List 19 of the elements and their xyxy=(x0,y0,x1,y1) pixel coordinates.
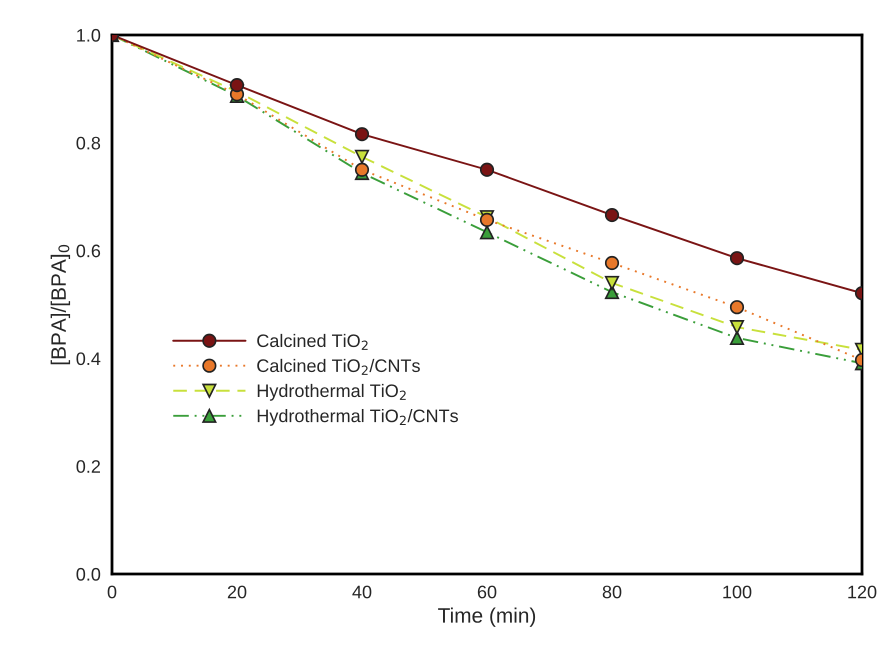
y-tick-label: 0.6 xyxy=(76,244,100,258)
x-tick-label: 40 xyxy=(352,586,372,598)
x-tick-label: 80 xyxy=(602,586,622,598)
y-tick-label: 0.2 xyxy=(76,460,100,473)
x-tick-label: 60 xyxy=(478,586,496,598)
x-tick-label: 100 xyxy=(723,586,752,598)
x-tick-label: 20 xyxy=(228,586,246,598)
y-tick-label: 0.4 xyxy=(76,352,100,366)
x-axis-title: Time (min) xyxy=(438,608,536,627)
y-tick-label: 1.0 xyxy=(77,28,100,42)
legend-label: Hydrothermal TiO$_{2}$/CNTs xyxy=(258,408,458,426)
y-axis-title: [BPA]/[BPA]$_{0}$ xyxy=(50,244,70,364)
legend-label: Calcined TiO$_{2}$/CNTs xyxy=(257,358,420,375)
legend-label: Hydrothermal TiO$_{2}$ xyxy=(258,384,406,401)
x-tick-label: 120 xyxy=(848,586,876,598)
y-tick-label: 0.0 xyxy=(76,568,100,581)
y-tick-label: 0.8 xyxy=(76,136,100,150)
legend-label: Calcined TiO$_{2}$ xyxy=(257,334,368,350)
x-tick-label: 0 xyxy=(108,586,116,598)
